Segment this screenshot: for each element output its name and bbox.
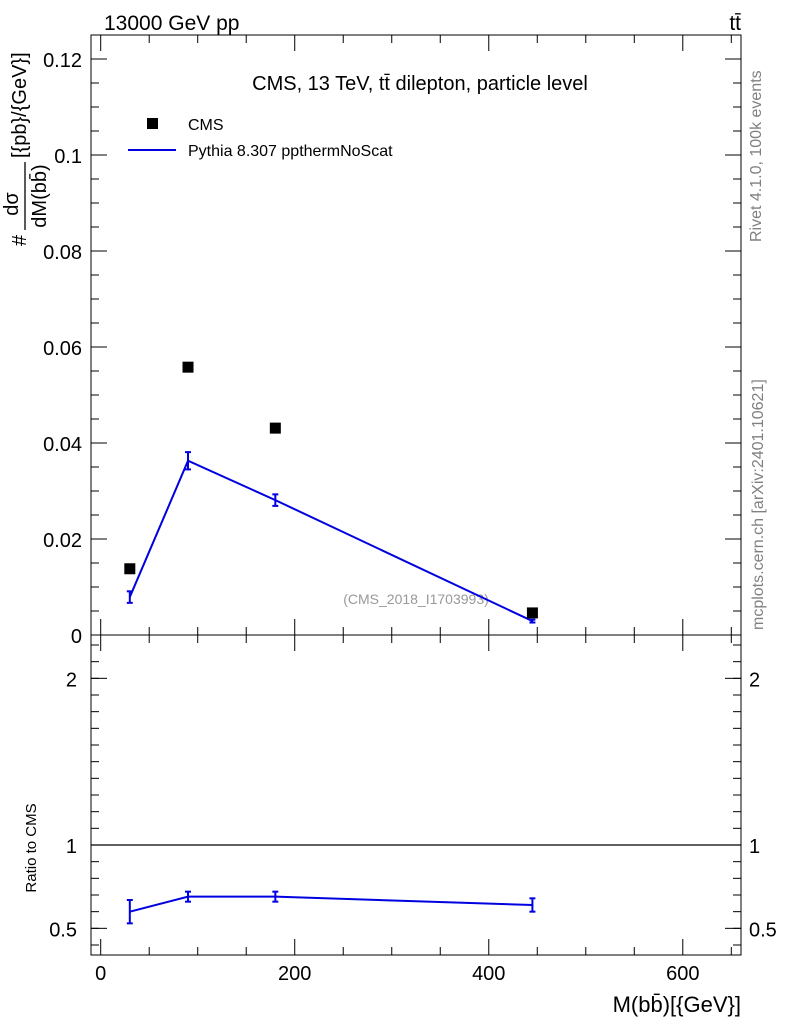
ratio-axis-ticks (91, 635, 741, 955)
legend-cms-marker (147, 118, 158, 129)
mc-line (128, 459, 533, 622)
analysis-watermark: (CMS_2018_I1703993) (343, 591, 489, 607)
y-label-numerator: dσ (1, 192, 23, 216)
main-y-tick-label: 0.12 (43, 50, 82, 72)
legend: CMS Pythia 8.307 ppthermNoScat (128, 117, 393, 160)
cms-data-point (124, 563, 136, 575)
ratio-y-tick-label: 2 (66, 669, 77, 691)
source-label: mcplots.cern.ch [arXiv:2401.10621] (750, 379, 767, 630)
main-y-tick-label: 0.02 (43, 530, 82, 552)
x-axis-label: M(bb̄)[{GeV}] (613, 992, 741, 1017)
ratio-y-tick-label-right: 1 (749, 836, 760, 858)
header-process: tt̄ (729, 12, 741, 35)
data-series (124, 361, 538, 619)
x-tick-label: 400 (472, 963, 505, 985)
ratio-y-tick-label: 1 (66, 836, 77, 858)
ratio-y-tick-labels: 0.5 0.5 1 1 2 2 (49, 669, 777, 941)
legend-cms-label: CMS (188, 117, 224, 134)
mc-series (126, 451, 536, 624)
main-y-tick-label: 0.1 (54, 146, 82, 168)
x-tick-label: 200 (278, 963, 311, 985)
ratio-y-axis-label: Ratio to CMS (23, 803, 40, 892)
main-panel: 0 0.02 0.04 0.06 0.08 0.1 0.12 CMS, 13 TeV, tt… (1, 34, 742, 648)
y-label-prefix: # (9, 234, 31, 246)
cms-data-point (526, 607, 538, 619)
legend-mc-label: Pythia 8.307 ppthermNoScat (188, 143, 393, 160)
ratio-y-tick-label: 0.5 (49, 919, 77, 941)
y-label-unit: [{pb}/{GeV}] (9, 52, 31, 158)
main-y-tick-labels: 0 0.02 0.04 0.06 0.08 0.1 0.12 (43, 50, 82, 648)
main-y-tick-label: 0.04 (43, 434, 82, 456)
x-tick-labels: 0 200 400 600 (95, 963, 699, 985)
ratio-y-tick-label-right: 0.5 (749, 919, 777, 941)
cms-data-point (269, 422, 281, 434)
main-y-tick-label: 0.08 (43, 242, 82, 264)
main-y-axis-label: # dσ dM(bb̄) [{pb}/{GeV}] (1, 52, 51, 246)
x-tick-label: 600 (666, 963, 699, 985)
ratio-panel: 0.5 0.5 1 1 2 2 0 200 400 600 Ratio to CMS M(bb̄… (23, 634, 777, 1017)
ratio-y-tick-label-right: 2 (749, 669, 760, 691)
y-label-denominator: dM(bb̄) (28, 164, 51, 227)
chart-title: CMS, 13 TeV, tt̄ dilepton, particle leve… (252, 73, 588, 95)
rivet-version-label: Rivet 4.1.0, 100k events (748, 70, 765, 242)
x-tick-label: 0 (95, 963, 106, 985)
main-y-tick-label: 0.06 (43, 338, 82, 360)
main-y-tick-label: 0 (71, 626, 82, 648)
header-energy: 13000 GeV pp (104, 12, 239, 35)
main-axis-ticks (91, 34, 741, 636)
cms-data-point (182, 361, 194, 373)
ratio-line (129, 895, 533, 913)
ratio-frame (90, 634, 742, 956)
ratio-series (126, 890, 536, 925)
